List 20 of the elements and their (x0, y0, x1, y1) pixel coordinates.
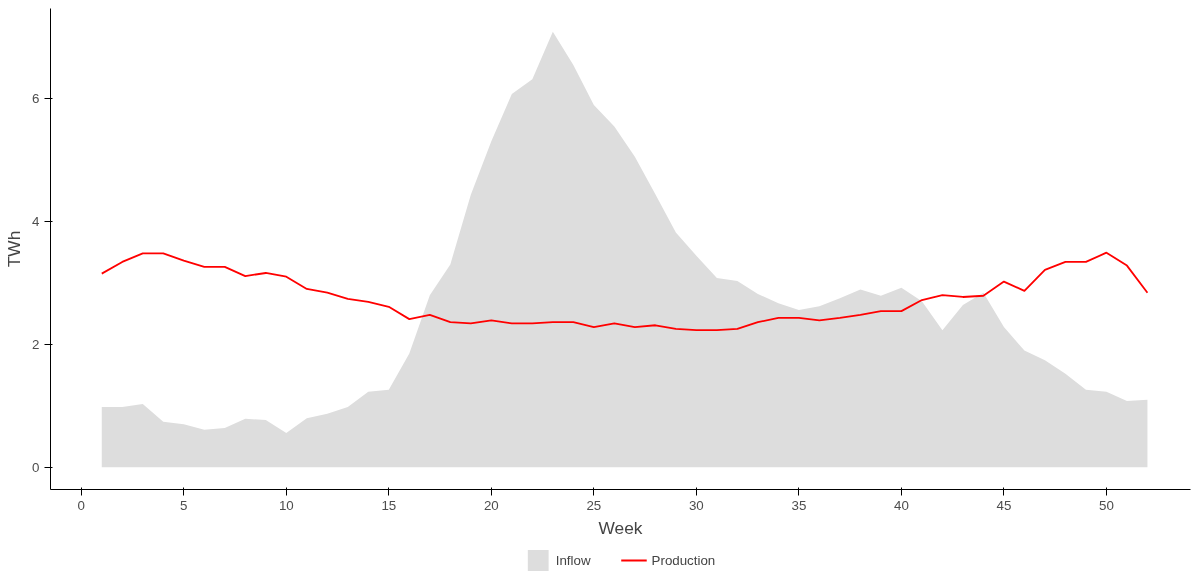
x-axis-title: Week (598, 517, 643, 538)
x-tick-label: 10 (278, 497, 294, 513)
legend-label: Inflow (555, 552, 591, 568)
x-tick-label: 50 (1099, 497, 1114, 513)
x-tick-label: 5 (180, 497, 188, 513)
x-tick-label: 0 (77, 497, 85, 513)
y-tick-label: 0 (32, 459, 40, 475)
x-tick-label: 35 (791, 497, 807, 513)
y-tick-label: 6 (32, 90, 40, 106)
y-axis-title: TWh (4, 230, 25, 268)
y-tick-label: 2 (32, 336, 40, 352)
y-tick-label: 4 (32, 213, 41, 229)
x-tick-label: 25 (586, 497, 602, 513)
x-tick-label: 15 (381, 497, 397, 513)
legend-label: Production (651, 552, 716, 568)
x-tick-label: 40 (893, 497, 909, 513)
line-series (100, 251, 1149, 332)
x-tick-label: 20 (483, 497, 499, 513)
x-tick-label: 45 (996, 497, 1012, 513)
x-tick-label: 30 (688, 497, 704, 513)
